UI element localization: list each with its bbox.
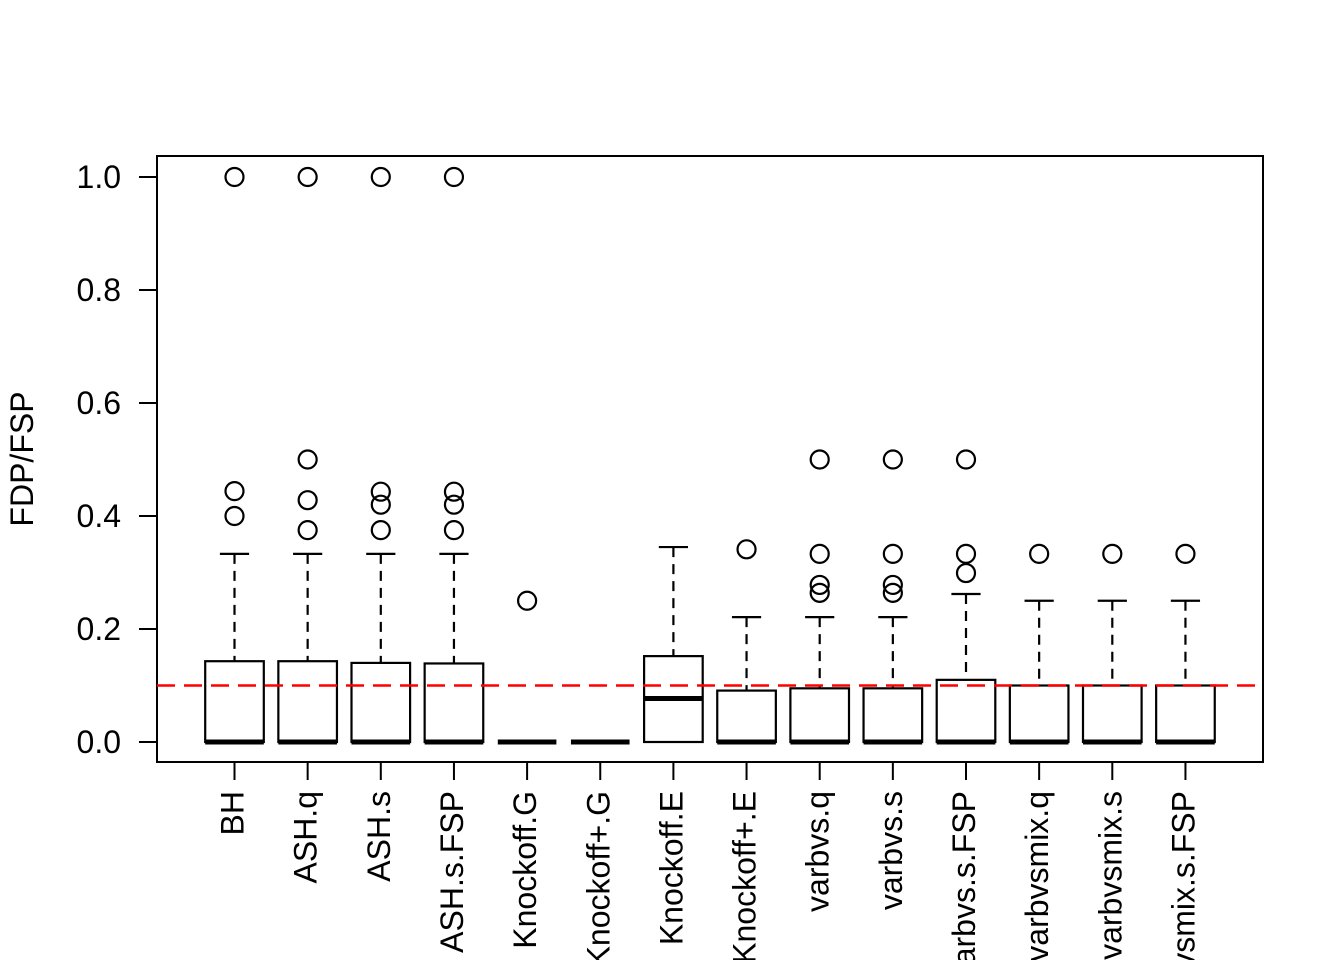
y-tick-label: 0.0 — [77, 724, 121, 760]
outlier-point — [224, 481, 245, 502]
outlier-point — [297, 490, 318, 511]
boxplot-group-ASH.q: ASH.q — [277, 166, 339, 883]
outlier-point — [370, 520, 391, 541]
boxplot-group-varbvs.s.FSP: varbvs.s.FSP — [935, 449, 997, 965]
outlier-point — [297, 520, 318, 541]
outlier-point — [809, 574, 830, 596]
x-tick-label: ASH.s.FSP — [434, 791, 470, 953]
boxplot-group-varbvsmix.s.FSP: varbvsmix.s.FSP — [1155, 543, 1216, 965]
outlier-point — [809, 449, 830, 470]
y-tick-label: 1.0 — [77, 159, 121, 195]
boxplot-group-Knockoff+.E: Knockoff+.E — [716, 539, 777, 964]
outlier-point — [443, 494, 465, 515]
outlier-point — [297, 166, 318, 188]
box-rect — [1008, 684, 1070, 744]
x-tick-label: varbvs.s.FSP — [946, 791, 982, 960]
outlier-point — [224, 505, 245, 527]
plot-frame — [156, 155, 1264, 763]
outlier-point — [443, 166, 465, 188]
outlier-point — [955, 543, 977, 564]
box-rect — [423, 662, 485, 744]
box-rect — [935, 678, 997, 744]
x-tick-label: Knockoff.G — [507, 791, 543, 949]
y-axis-title: FDP/FSP — [4, 391, 40, 526]
outlier-point — [370, 166, 391, 188]
boxplot-group-ASH.s: ASH.s — [350, 166, 412, 882]
outlier-point — [882, 582, 903, 603]
outlier-point — [1029, 543, 1050, 564]
box-rect — [862, 687, 924, 744]
box-rect — [716, 689, 777, 744]
y-tick-label: 0.6 — [77, 385, 121, 421]
boxplot-group-varbvsmix.s: varbvsmix.s — [1081, 543, 1143, 960]
box-rect — [789, 687, 851, 744]
y-tick-label: 0.4 — [77, 498, 121, 534]
boxplot-group-ASH.s.FSP: ASH.s.FSP — [423, 166, 485, 953]
x-tick-label: varbvsmix.s.FSP — [1165, 791, 1201, 960]
x-tick-label: Knockoff+.E — [727, 791, 763, 960]
boxplot-group-Knockoff+.G: Knockoff+.G — [570, 739, 630, 965]
x-tick-label: ASH.s — [361, 791, 397, 882]
outlier-point — [1175, 543, 1196, 564]
outlier-point — [736, 539, 757, 560]
outlier-point — [297, 449, 318, 470]
y-axis: 0.0 0.2 0.4 0.6 0.8 1.0 — [77, 159, 157, 760]
box-rect — [277, 660, 339, 744]
outlier-point — [516, 590, 538, 611]
outlier-point — [370, 494, 391, 515]
box-rect — [1081, 684, 1143, 744]
x-tick-label: varbvs.s — [873, 791, 909, 910]
outlier-point — [443, 520, 465, 541]
outlier-point — [1102, 543, 1123, 564]
box-rect — [204, 660, 265, 744]
outlier-point — [955, 449, 977, 470]
outlier-point — [809, 582, 830, 603]
boxplot-group-varbvsmix.q: varbvsmix.q — [1008, 543, 1070, 962]
x-tick-label: Knockoff+.G — [580, 791, 616, 960]
x-tick-label: BH — [215, 791, 251, 835]
x-tick-label: ASH.q — [288, 791, 324, 883]
y-tick-label: 0.8 — [77, 272, 121, 308]
outlier-point — [882, 574, 903, 596]
box-rect — [1155, 684, 1216, 744]
x-tick-label: varbvs.q — [800, 791, 836, 912]
outlier-point — [443, 481, 465, 502]
boxplot-group-varbvs.q: varbvs.q — [789, 449, 851, 912]
outlier-point — [370, 481, 391, 502]
boxplot-group-varbvs.s: varbvs.s — [862, 449, 924, 910]
boxplot-group-Knockoff.E: Knockoff.E — [642, 545, 704, 945]
x-tick-label: Knockoff.E — [653, 791, 689, 945]
outlier-point — [224, 166, 245, 188]
box-rect — [350, 661, 412, 744]
outlier-point — [882, 449, 903, 470]
x-tick-label: varbvsmix.s — [1092, 791, 1128, 960]
x-tick-label: varbvsmix.q — [1019, 791, 1055, 960]
boxplot-group-Knockoff.G: Knockoff.G — [497, 590, 557, 949]
boxplot-group-BH: BH — [204, 166, 265, 835]
y-tick-label: 0.2 — [77, 611, 121, 647]
outlier-point — [809, 543, 830, 564]
outlier-point — [882, 543, 903, 564]
outlier-point — [955, 562, 977, 584]
